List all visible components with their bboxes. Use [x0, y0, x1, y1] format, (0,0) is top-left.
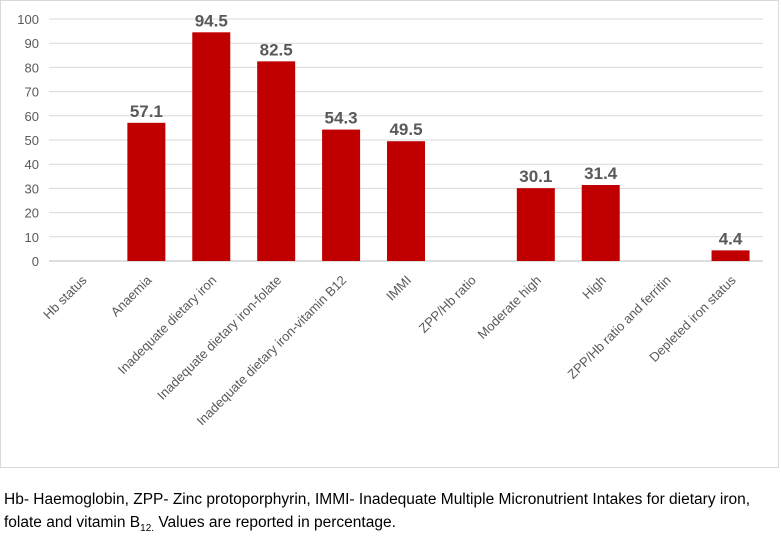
caption-text-end: Values are reported in percentage. [154, 514, 396, 531]
bar [711, 250, 750, 261]
y-tick-label: 30 [25, 181, 39, 196]
y-tick-label: 20 [25, 206, 39, 221]
x-tick-label: Inadequate dietary iron-folate [154, 273, 284, 403]
data-label: 82.5 [260, 40, 293, 59]
data-label: 4.4 [719, 229, 743, 248]
chart-frame: 0 10 20 30 40 50 60 70 80 90 100 57.1 94.5 82.5 54.3 4… [0, 0, 779, 468]
y-tick-label: 100 [17, 12, 39, 27]
bar [516, 188, 555, 261]
y-tick-label: 0 [32, 254, 39, 269]
figure-caption: Hb- Haemoglobin, ZPP- Zinc protoporphyri… [4, 488, 776, 534]
y-tick-label: 10 [25, 230, 39, 245]
x-tick-label: ZPP/Hb ratio [416, 273, 479, 336]
x-tick-label: IMMI [383, 273, 414, 304]
bar [257, 61, 296, 261]
bar [127, 122, 166, 262]
bar [387, 141, 425, 261]
x-tick-label: High [579, 273, 609, 303]
data-label: 49.5 [389, 120, 422, 139]
y-tick-label: 80 [25, 60, 39, 75]
y-tick-label: 50 [25, 133, 39, 148]
y-axis-ticks: 0 10 20 30 40 50 60 70 80 90 100 [17, 12, 39, 269]
y-tick-label: 60 [25, 109, 39, 124]
data-label: 94.5 [195, 11, 228, 30]
y-tick-label: 70 [25, 85, 39, 100]
bar [192, 32, 231, 261]
data-label: 57.1 [130, 102, 163, 121]
y-tick-label: 90 [25, 36, 39, 51]
data-label: 54.3 [325, 109, 358, 128]
x-tick-label: Hb status [40, 272, 90, 322]
bar-chart: 0 10 20 30 40 50 60 70 80 90 100 57.1 94.5 82.5 54.3 4… [17, 11, 763, 428]
bar [581, 185, 620, 261]
y-tick-label: 40 [25, 157, 39, 172]
data-label: 31.4 [584, 164, 618, 183]
bars [127, 32, 750, 262]
caption-text: Hb- Haemoglobin, ZPP- Zinc protoporphyri… [4, 491, 751, 531]
data-labels: 57.1 94.5 82.5 54.3 49.5 30.1 31.4 4.4 [130, 11, 743, 248]
x-tick-label: Anaemia [108, 272, 155, 319]
data-label: 30.1 [519, 167, 552, 186]
bar [322, 129, 361, 261]
caption-subscript: 12. [140, 523, 155, 535]
x-tick-label: Moderate high [475, 273, 544, 342]
